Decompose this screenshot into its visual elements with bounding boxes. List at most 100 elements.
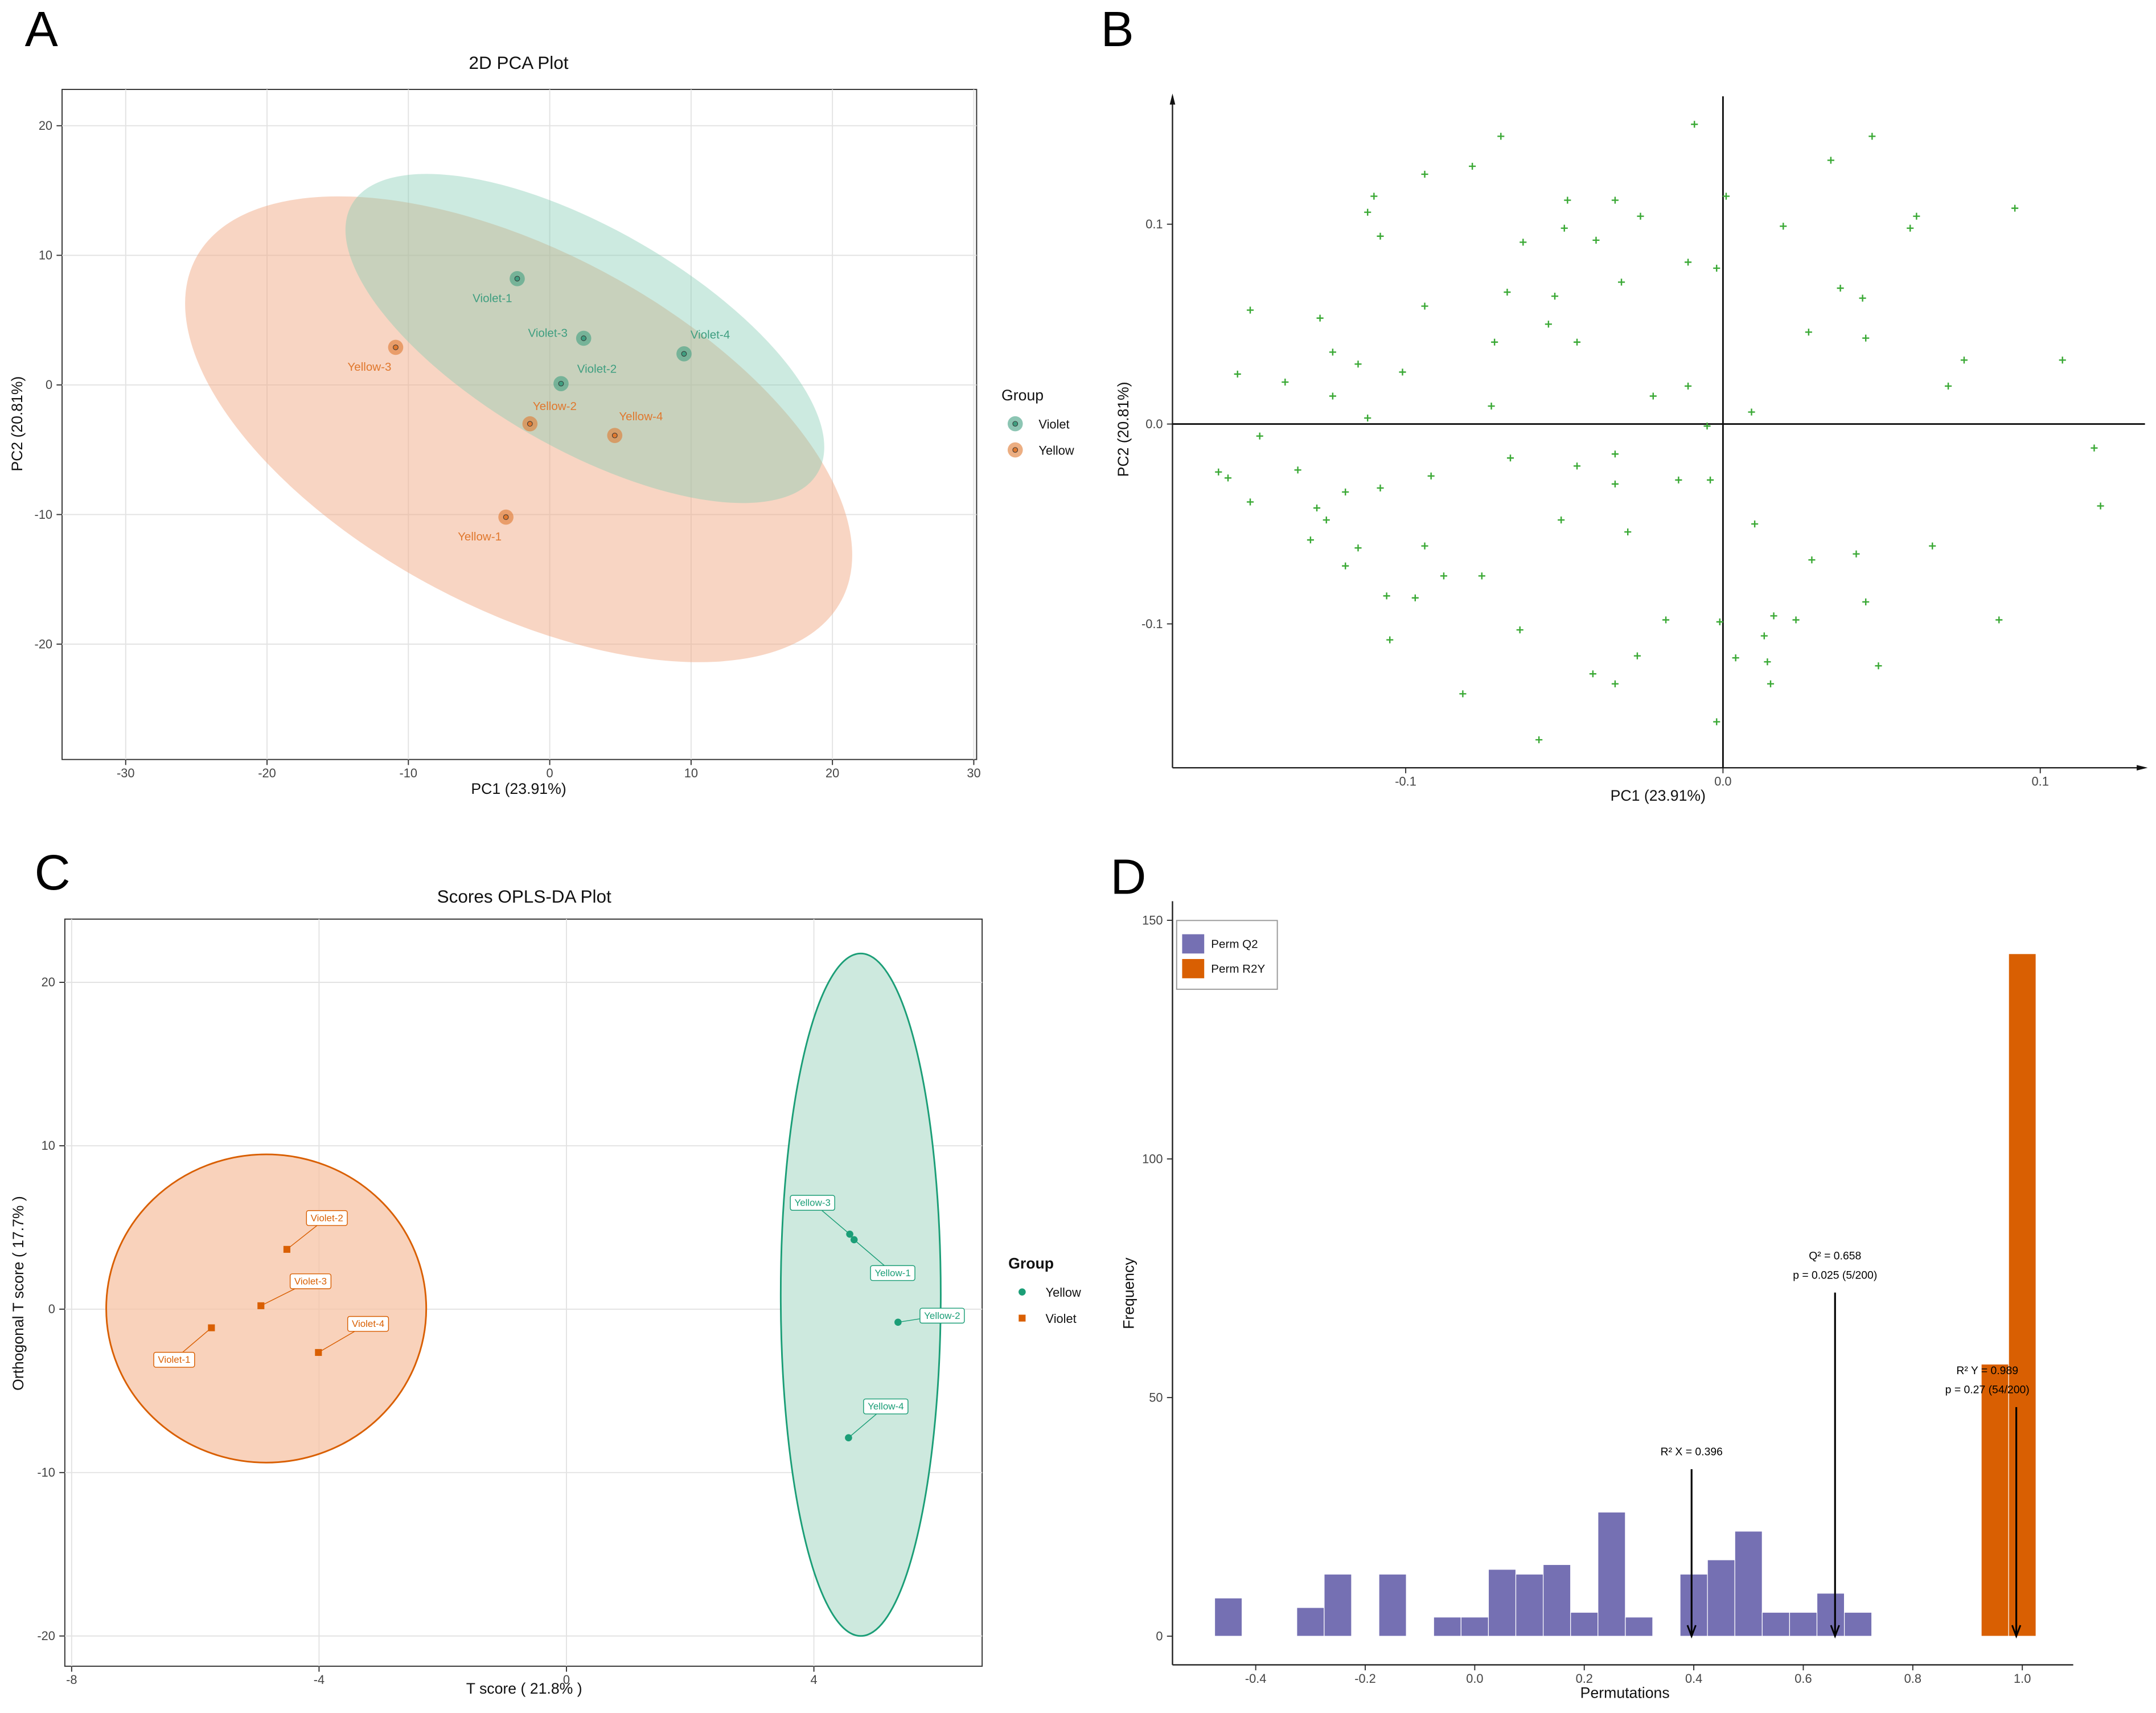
point [1329, 392, 1336, 400]
bar [1433, 1617, 1461, 1637]
point [1805, 329, 1812, 336]
point [2059, 356, 2066, 364]
point [1551, 292, 1559, 300]
point [1767, 680, 1775, 687]
label-box [919, 1308, 965, 1324]
point-core [558, 380, 564, 387]
x-tick-label: 20 [826, 766, 839, 780]
point [1316, 314, 1324, 322]
x-tick-label: -30 [117, 766, 135, 780]
point [1853, 550, 1860, 558]
y-tick-label: 20 [42, 975, 55, 989]
y-tick-label: 10 [42, 1138, 55, 1153]
point [1377, 232, 1384, 240]
point [1019, 1314, 1026, 1322]
point [1558, 517, 1565, 524]
y-tick-label: 50 [1149, 1390, 1163, 1404]
point [1722, 192, 1730, 200]
point [1383, 592, 1390, 600]
point [1691, 121, 1698, 128]
point [1354, 360, 1362, 368]
bar [1761, 1612, 1790, 1637]
point [1637, 212, 1644, 220]
point [1611, 196, 1619, 204]
bar [1214, 1597, 1243, 1637]
point [1516, 626, 1523, 634]
point [1827, 157, 1834, 164]
x-tick-label: 0.6 [1794, 1671, 1812, 1686]
legend-title: Group [1001, 387, 1044, 404]
point [1675, 476, 1682, 483]
point [1589, 670, 1596, 678]
point [1707, 476, 1714, 483]
point [1323, 517, 1330, 524]
annotation-text: Q² = 0.658 [1809, 1250, 1861, 1263]
point [1780, 223, 1787, 230]
bar [1570, 1612, 1599, 1637]
bar [1789, 1612, 1818, 1637]
legend-swatch [1182, 934, 1205, 954]
point-label: Yellow-4 [619, 410, 663, 423]
point [1342, 562, 1349, 569]
point [1377, 484, 1384, 491]
point [1535, 736, 1543, 744]
point [1506, 454, 1514, 462]
point [1427, 472, 1435, 480]
point [1364, 415, 1371, 422]
point [1837, 284, 1844, 292]
ellipse-violet [105, 1153, 428, 1464]
x-tick-label: 1.0 [2014, 1671, 2031, 1686]
x-axis-title: T score ( 21.8% ) [466, 1680, 582, 1697]
point-core [581, 335, 587, 341]
point [1504, 288, 1511, 296]
point [1685, 259, 1692, 266]
point [1411, 594, 1419, 601]
point [1421, 542, 1428, 550]
point-label: Violet-4 [352, 1318, 384, 1329]
point [1421, 302, 1428, 310]
point-core [1012, 421, 1019, 427]
panel-letter: C [35, 845, 71, 900]
bar [1543, 1564, 1571, 1637]
bar [1378, 1573, 1407, 1637]
point-label: Yellow-3 [347, 360, 391, 374]
y-tick-label: -10 [35, 507, 53, 522]
point [1633, 652, 1641, 659]
point [1019, 1288, 1026, 1296]
point [1751, 521, 1759, 528]
point-core [611, 432, 618, 439]
point [1868, 133, 1876, 140]
bar [1625, 1617, 1653, 1637]
point [1224, 474, 1232, 482]
point [1256, 432, 1263, 440]
y-axis-title: PC2 (20.81%) [9, 376, 26, 472]
bar [1488, 1569, 1517, 1637]
point [1560, 224, 1568, 232]
arrow-head [2011, 1625, 2022, 1639]
y-tick-label: 0.0 [1145, 417, 1163, 431]
x-tick-label: -8 [66, 1673, 77, 1687]
point [1234, 370, 1241, 378]
point [1421, 170, 1428, 178]
point [1246, 306, 1254, 314]
point-core [503, 514, 509, 520]
point-core [514, 276, 520, 282]
point [1573, 338, 1581, 346]
bar [1816, 1593, 1845, 1637]
x-tick-label: 0.8 [1904, 1671, 1921, 1686]
arrow-head [1830, 1625, 1840, 1639]
point-label: Violet-1 [158, 1354, 190, 1365]
point [1611, 450, 1619, 458]
label-box [153, 1351, 195, 1368]
point [1491, 338, 1498, 346]
point-core [681, 351, 687, 357]
point [1960, 356, 1968, 364]
point [1282, 378, 1289, 386]
point-label: Yellow-1 [458, 530, 502, 543]
y-tick-label: 0 [1156, 1629, 1163, 1643]
y-axis-title: PC2 (20.81%) [1115, 382, 1132, 477]
y-tick-label: -10 [37, 1465, 55, 1480]
point [1995, 616, 2003, 624]
point [1945, 382, 1952, 390]
x-tick-label: -4 [314, 1673, 325, 1687]
